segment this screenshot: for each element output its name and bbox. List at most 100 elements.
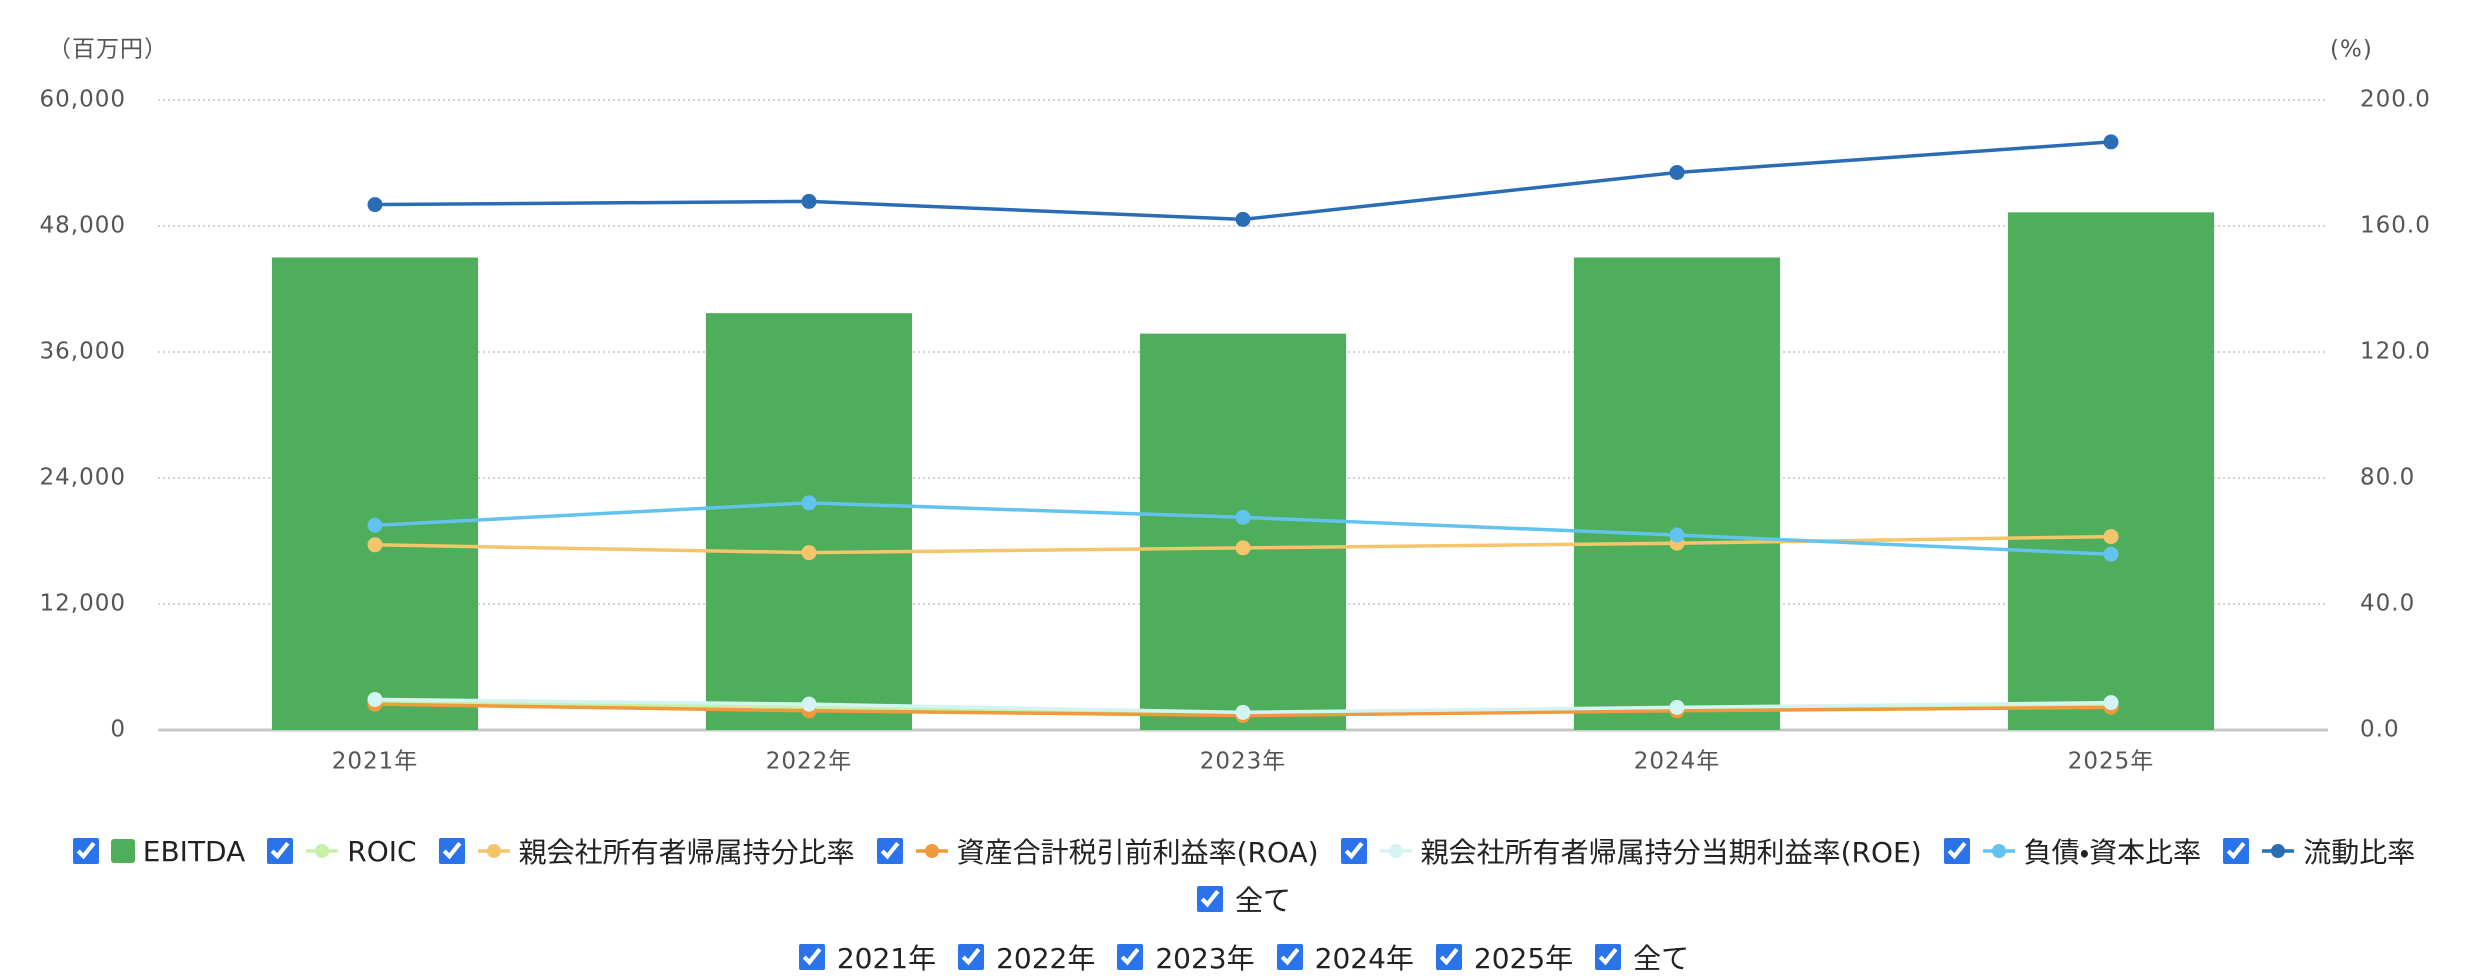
point	[1235, 540, 1251, 556]
bar	[271, 257, 479, 730]
legend-item[interactable]: 2021年	[798, 937, 937, 977]
legend-label: ROIC	[347, 834, 417, 868]
legend-label: 2022年	[996, 942, 1096, 975]
legend-item[interactable]: 流動比率	[2223, 831, 2415, 871]
checkbox[interactable]	[1435, 944, 1462, 970]
point	[367, 537, 383, 553]
x-tick-label: 2023年	[1200, 749, 1287, 775]
legend-all: 全て	[0, 876, 2488, 922]
y-tick-label: 0	[110, 717, 126, 743]
checkbox[interactable]	[72, 838, 99, 864]
y2-tick-label: 0.0	[2360, 717, 2400, 743]
legend-marker	[1379, 844, 1412, 858]
legend-item[interactable]: ROIC	[267, 834, 417, 868]
legend-dot	[1388, 844, 1403, 858]
point	[1669, 527, 1685, 543]
point	[2103, 529, 2119, 545]
legend-marker	[477, 844, 510, 858]
y-tick-label: 24,000	[40, 465, 126, 491]
legend-label: 2024年	[1314, 942, 1414, 975]
point	[801, 193, 817, 209]
point	[1669, 164, 1685, 180]
legend-label: EBITDA	[142, 834, 246, 868]
checkbox[interactable]	[1340, 838, 1367, 864]
x-tick-label: 2021年	[332, 749, 419, 775]
legend-dot	[924, 844, 939, 858]
legend-label: 2021年	[836, 942, 937, 975]
checkbox[interactable]	[1117, 944, 1144, 970]
legend-item[interactable]: 2023年	[1117, 937, 1255, 977]
point	[367, 517, 383, 533]
checkbox[interactable]	[1276, 944, 1303, 970]
x-tick-label: 2025年	[2068, 749, 2155, 775]
legend: EBITDA ROIC 親会社所有者帰属持分比率 資産合計税引前利益率(ROA) 親会社…	[0, 828, 2488, 874]
checkbox[interactable]	[1943, 838, 1970, 864]
point	[2103, 546, 2119, 562]
legend-label: 親会社所有者帰属持分当期利益率(ROE)	[1420, 836, 1922, 869]
legend-item[interactable]: 2022年	[958, 937, 1095, 977]
legend-dot	[315, 844, 330, 858]
y-axis-unit: （百万円）	[48, 37, 168, 63]
point	[367, 691, 383, 707]
y-tick-label: 60,000	[40, 87, 126, 113]
checkbox[interactable]	[958, 944, 985, 970]
legend-label: 負債・資本比率	[2023, 836, 2202, 869]
y2-tick-label: 80.0	[2360, 465, 2415, 491]
checkbox[interactable]	[2223, 838, 2250, 864]
point	[2103, 134, 2119, 150]
legend-label: 流動比率	[2303, 836, 2416, 869]
legend-label: 2023年	[1155, 942, 1255, 975]
checkbox[interactable]	[267, 838, 294, 864]
y2-tick-label: 200.0	[2360, 87, 2431, 113]
y2-tick-label: 40.0	[2360, 591, 2415, 617]
y2-axis-unit: (%)	[2330, 37, 2373, 63]
y2-tick-label: 160.0	[2360, 213, 2431, 239]
legend-marker	[306, 844, 339, 858]
legend-marker	[915, 844, 948, 858]
bar	[2007, 212, 2215, 731]
bar	[1573, 257, 1781, 730]
point	[801, 696, 817, 712]
chart: （百万円） (%) 0 12,000 24,000 36,000 48,000 60,00…	[40, 37, 2431, 775]
y2-tick-label: 120.0	[2360, 339, 2431, 365]
checkbox[interactable]	[798, 944, 825, 970]
legend-item[interactable]: 2024年	[1276, 937, 1414, 977]
checkbox[interactable]	[1595, 944, 1622, 970]
legend-item[interactable]: 2025年	[1435, 937, 1574, 977]
bar	[1139, 333, 1347, 730]
legend-marker	[110, 839, 135, 863]
point	[1235, 704, 1251, 720]
point	[801, 545, 817, 561]
checkbox[interactable]	[1196, 886, 1223, 912]
year-filter: 2021年 2022年 2023年 2024年 2025年 全て	[0, 934, 2488, 980]
x-tick-label: 2022年	[766, 749, 853, 775]
checkbox[interactable]	[438, 838, 465, 864]
legend-marker	[1982, 844, 2015, 858]
y-tick-label: 48,000	[40, 213, 126, 239]
legend-item[interactable]: EBITDA	[72, 834, 246, 868]
legend-label: 全て	[1234, 884, 1291, 917]
legend-item[interactable]: 負債・資本比率	[1943, 831, 2202, 871]
point	[367, 197, 383, 213]
legend-label: 親会社所有者帰属持分比率	[518, 836, 855, 869]
legend-swatch	[110, 839, 135, 863]
legend-marker	[2262, 844, 2295, 858]
y-tick-label: 36,000	[40, 339, 126, 365]
y-tick-label: 12,000	[40, 591, 126, 617]
line	[374, 140, 2112, 222]
legend-item[interactable]: 全て	[1196, 879, 1291, 919]
legend-item[interactable]: 全て	[1595, 937, 1689, 977]
x-tick-label: 2024年	[1634, 749, 1721, 775]
legend-item[interactable]: 親会社所有者帰属持分比率	[438, 831, 855, 871]
point	[1235, 211, 1251, 227]
point	[801, 495, 817, 511]
checkbox[interactable]	[876, 838, 903, 864]
legend-item[interactable]: 資産合計税引前利益率(ROA)	[876, 831, 1319, 871]
point	[2103, 695, 2119, 711]
legend-label: 資産合計税引前利益率(ROA)	[956, 836, 1319, 869]
legend-dot	[486, 844, 501, 858]
legend-label: 2025年	[1473, 942, 1574, 975]
legend-item[interactable]: 親会社所有者帰属持分当期利益率(ROE)	[1340, 831, 1922, 871]
point	[1669, 699, 1685, 715]
